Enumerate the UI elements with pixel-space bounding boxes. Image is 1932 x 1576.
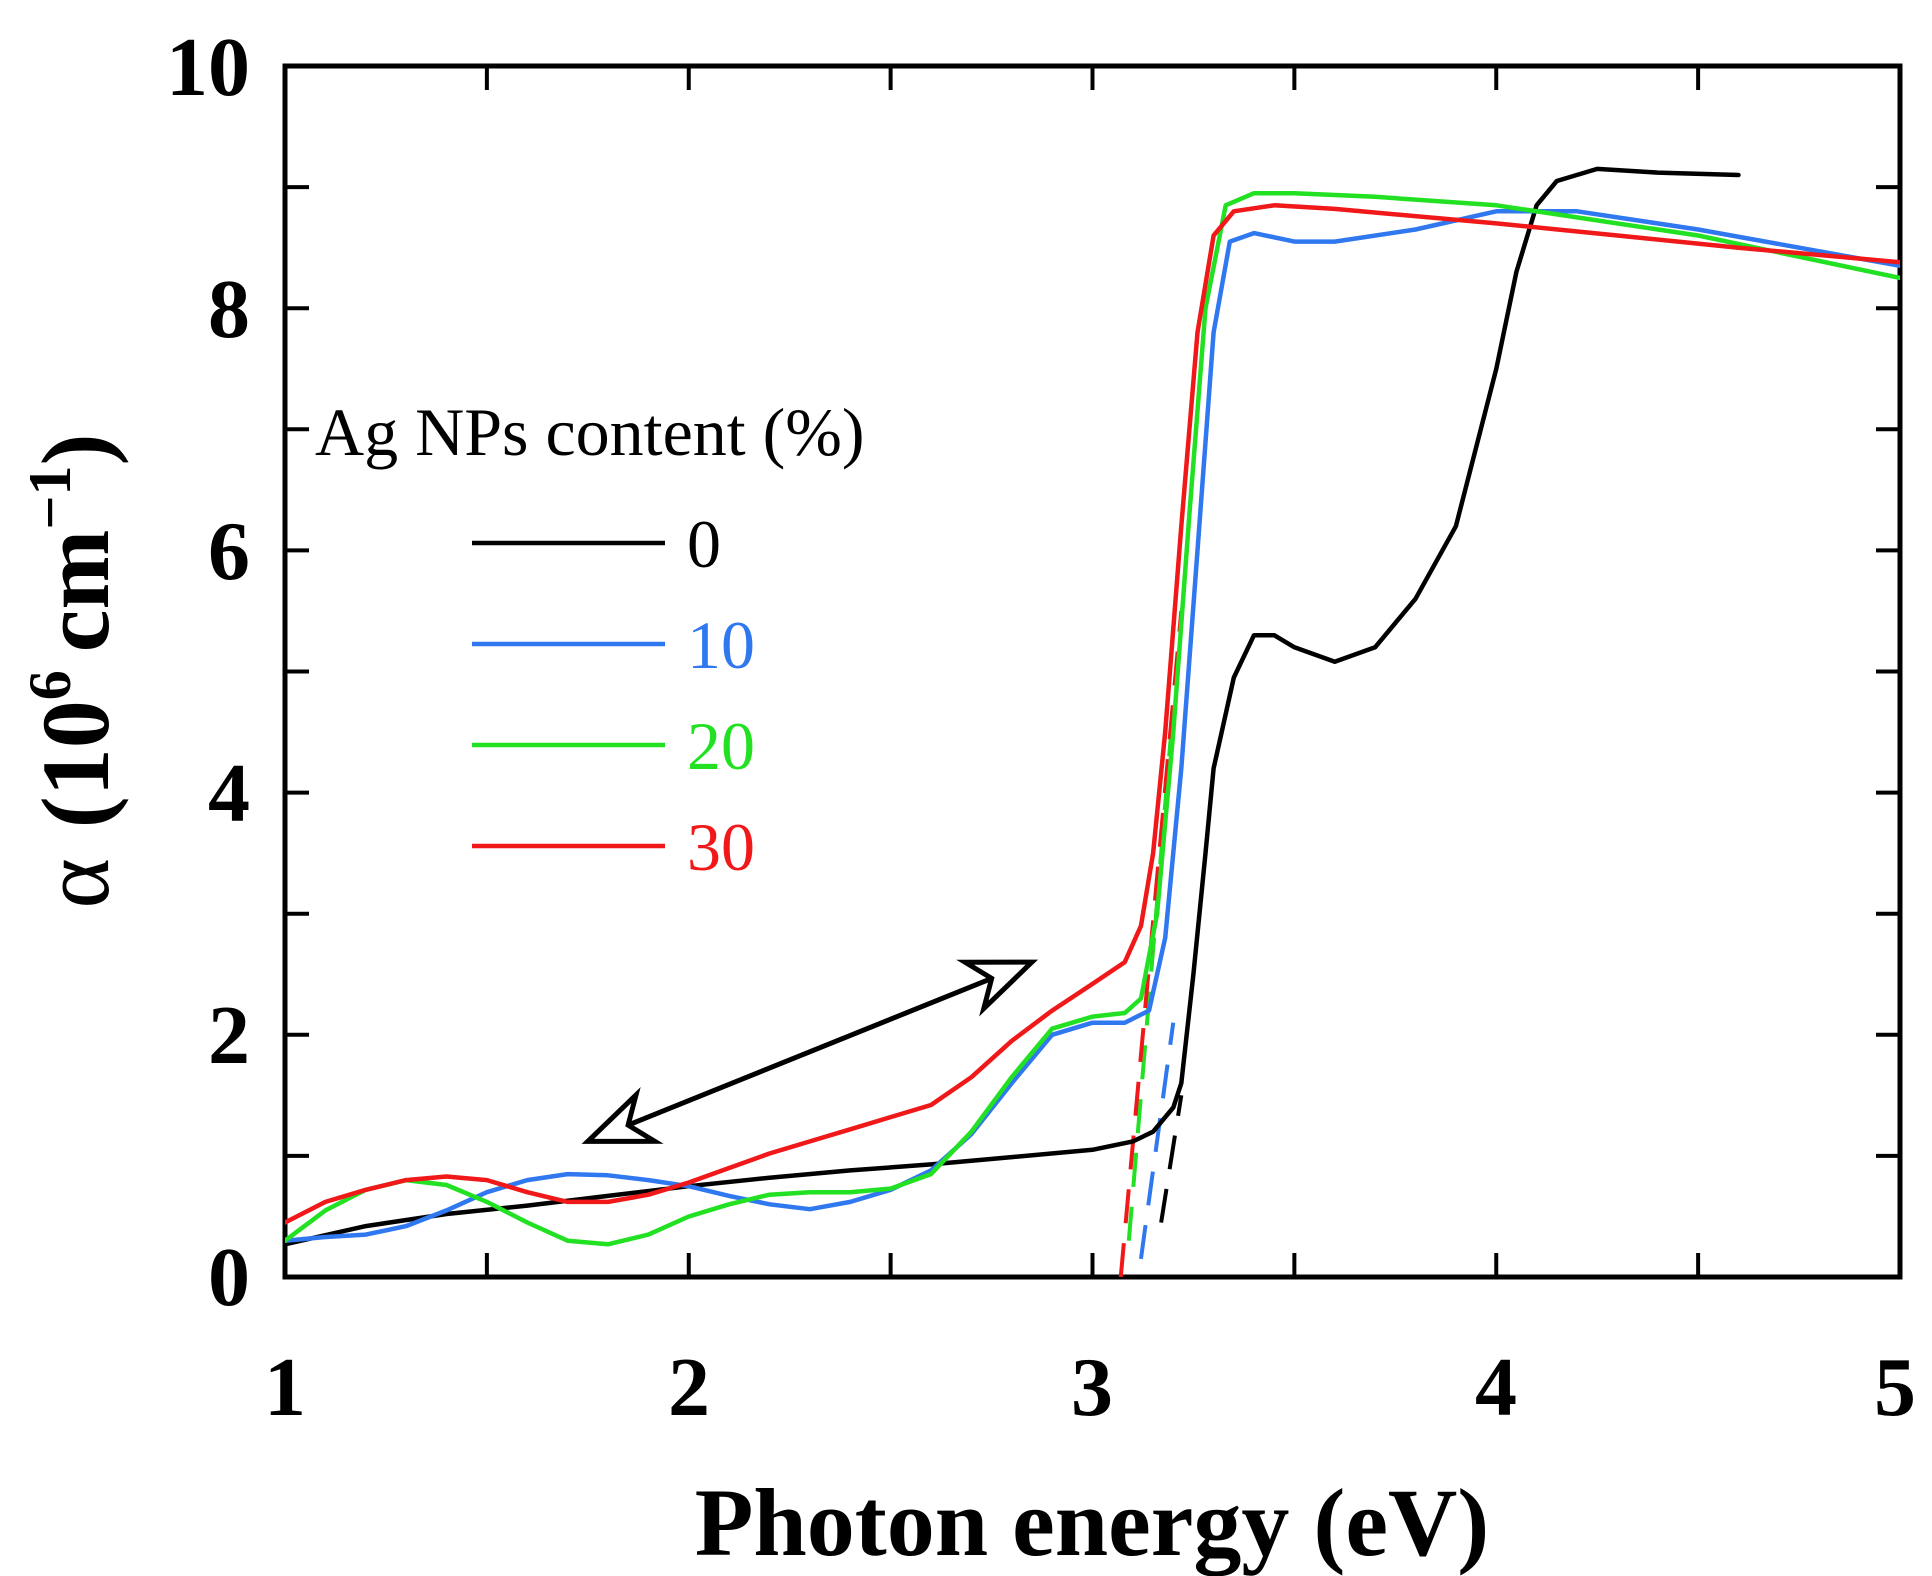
y-axis-close: ) xyxy=(22,433,129,465)
x-tick-label-3: 3 xyxy=(1071,1341,1113,1434)
arrow-head-end-0 xyxy=(956,959,1039,1017)
annotations xyxy=(581,959,1039,1144)
y-axis-unit: cm xyxy=(22,530,129,653)
x-tick-label-5: 5 xyxy=(1874,1341,1916,1434)
y-axis-exp: 6 xyxy=(17,670,83,700)
legend-title: Ag NPs content (%) xyxy=(315,394,865,470)
legend: Ag NPs content (%) 0 10 20 30 xyxy=(315,394,865,885)
y-tick-labels: 0 2 4 6 8 10 xyxy=(166,21,250,1324)
y-tick-label-2: 2 xyxy=(208,989,250,1082)
fit-line-0 xyxy=(1159,1095,1184,1223)
arrow-head-start-0 xyxy=(581,1087,664,1144)
legend-label-30: 30 xyxy=(687,809,755,885)
y-tick-label-10: 10 xyxy=(166,21,250,114)
plot-frame xyxy=(282,63,1903,1280)
x-tick-label-2: 2 xyxy=(668,1341,710,1434)
y-tick-label-0: 0 xyxy=(208,1231,250,1324)
x-tick-labels: 1 2 3 4 5 xyxy=(264,1341,1916,1434)
y-tick-label-6: 6 xyxy=(208,505,250,598)
legend-label-10: 10 xyxy=(687,607,755,683)
x-tick-label-1: 1 xyxy=(264,1341,306,1434)
legend-label-20: 20 xyxy=(687,708,755,784)
series-line-10 xyxy=(285,209,1900,1243)
series-line-30 xyxy=(285,203,1900,1225)
y-axis-neg-exp: −1 xyxy=(17,465,83,529)
y-axis-title: α (106 cm−1) xyxy=(17,433,129,908)
y-axis-symbol: α xyxy=(22,858,129,908)
x-axis-title: Photon energy (eV) xyxy=(695,1469,1489,1576)
axis-ticks xyxy=(283,64,1902,1279)
y-axis-open: (10 xyxy=(22,700,129,828)
series-lines xyxy=(285,166,1900,1247)
series-line-0 xyxy=(285,166,1741,1247)
fit-line-10 xyxy=(1138,1022,1176,1260)
y-tick-label-4: 4 xyxy=(208,747,250,840)
x-tick-label-4: 4 xyxy=(1475,1341,1517,1434)
legend-label-0: 0 xyxy=(687,506,721,582)
arrow-shaft-0 xyxy=(627,976,993,1128)
y-tick-label-8: 8 xyxy=(208,263,250,356)
series-line-20 xyxy=(285,190,1900,1247)
